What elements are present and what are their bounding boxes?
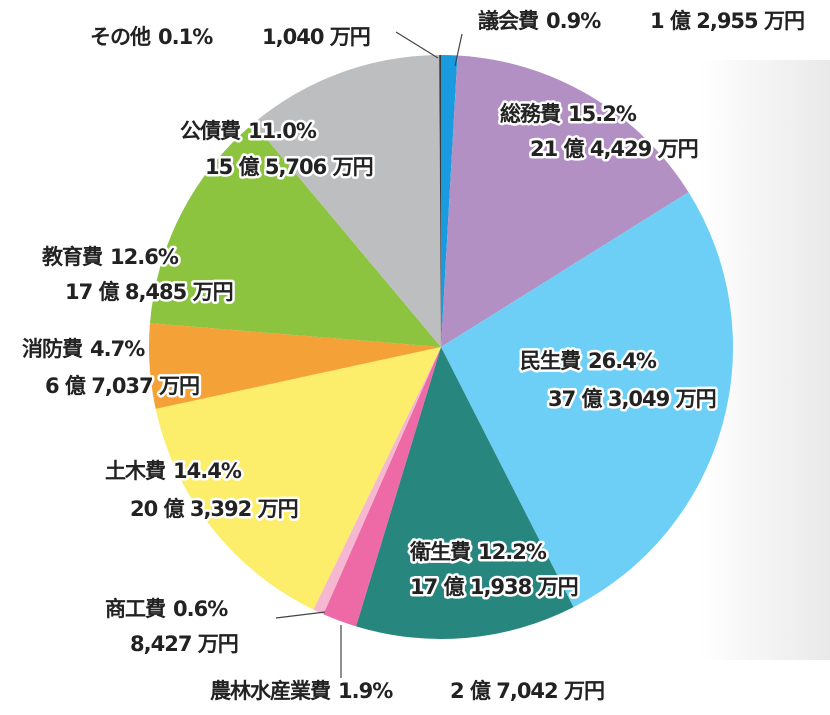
amount-label: 20 億 3,392 万円 xyxy=(130,497,298,521)
percent-label: 4.7% xyxy=(90,337,145,361)
slice-label: 教育費 12.6% xyxy=(42,245,179,269)
amount-label: 2 億 7,042 万円 xyxy=(450,679,604,703)
slice-label: 土木費 14.4% xyxy=(105,459,242,483)
percent-label: 0.9% xyxy=(546,9,601,33)
percent-label: 26.4% xyxy=(588,349,657,373)
amount-label: 6 億 7,037 万円 xyxy=(45,374,199,398)
category-name: 衛生費 xyxy=(409,540,471,564)
amount-label: 1 億 2,955 万円 xyxy=(650,9,804,33)
slice-label: その他 0.1% xyxy=(90,25,213,49)
category-name: 民生費 xyxy=(520,349,581,373)
category-name: 農林水産業費 xyxy=(210,679,331,703)
slice-label: 消防費 4.7% xyxy=(22,337,145,361)
percent-label: 0.6% xyxy=(173,597,228,621)
slice-label: 公債費 11.0% xyxy=(180,119,317,143)
percent-label: 1.9% xyxy=(338,679,393,703)
slice-label: 商工費 0.6% xyxy=(105,597,228,621)
category-name: 公債費 xyxy=(180,119,241,143)
slice-label: 衛生費 12.2% xyxy=(409,540,547,564)
category-name: 総務費 xyxy=(500,102,561,126)
slice-label: 総務費 15.2% xyxy=(500,102,637,126)
slice-label: 民生費 26.4% xyxy=(520,349,657,373)
amount-label: 17 億 1,938 万円 xyxy=(410,575,578,599)
category-name: 商工費 xyxy=(105,597,166,621)
percent-label: 14.4% xyxy=(173,459,242,483)
amount-label: 37 億 3,049 万円 xyxy=(548,387,716,411)
slice-label: 農林水産業費 1.9% xyxy=(210,679,393,703)
percent-label: 11.0% xyxy=(248,119,317,143)
leader-line xyxy=(276,612,325,618)
slice-label: 議会費 0.9% xyxy=(478,9,601,33)
percent-label: 12.6% xyxy=(110,245,179,269)
percent-label: 15.2% xyxy=(568,102,637,126)
category-name: 土木費 xyxy=(105,459,166,483)
amount-label: 17 億 8,485 万円 xyxy=(65,280,233,304)
amount-label: 1,040 万円 xyxy=(262,25,370,49)
category-name: 議会費 xyxy=(478,9,539,33)
category-name: その他 xyxy=(90,25,151,49)
category-name: 消防費 xyxy=(22,337,83,361)
amount-label: 15 億 5,706 万円 xyxy=(205,155,373,179)
amount-label: 8,427 万円 xyxy=(130,632,238,656)
leader-line xyxy=(396,32,438,58)
percent-label: 0.1% xyxy=(158,25,213,49)
amount-label: 21 億 4,429 万円 xyxy=(530,137,698,161)
chart: 議会費 0.9% 1 億 2,955 万円総務費 15.2% 21 億 4,429 万円… xyxy=(0,0,830,715)
percent-label: 12.2% xyxy=(478,540,547,564)
category-name: 教育費 xyxy=(42,245,103,269)
